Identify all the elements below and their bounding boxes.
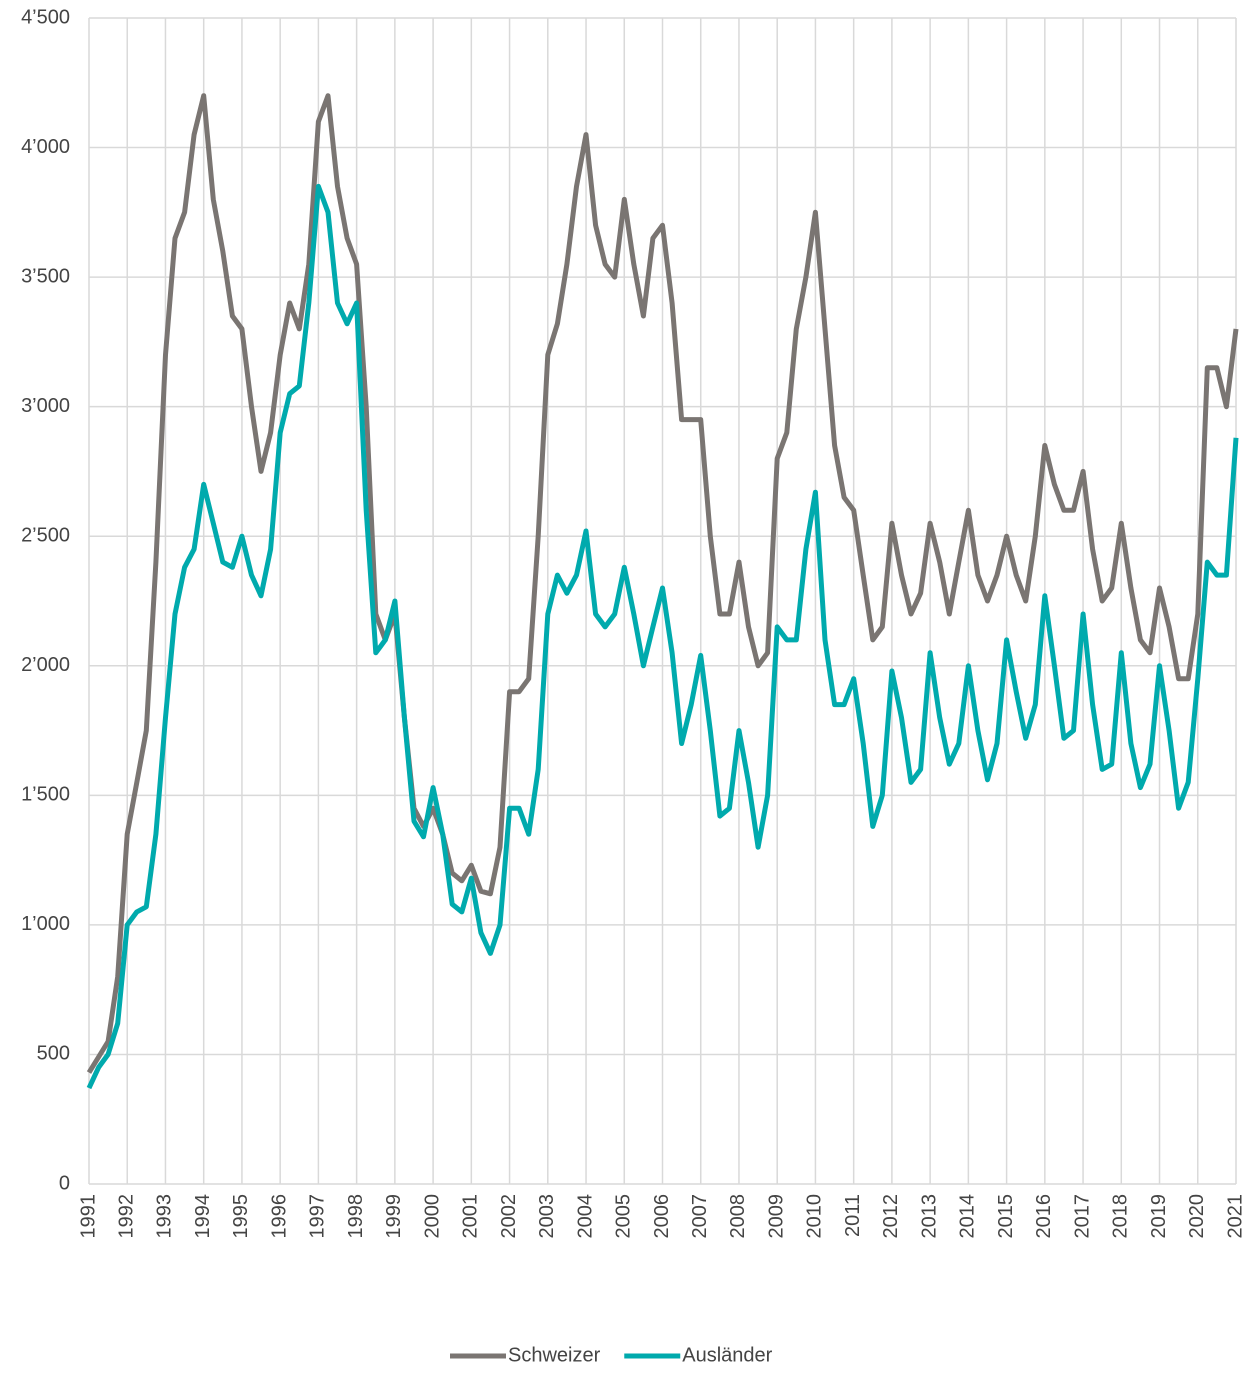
x-tick-label: 2005 [613,1194,635,1239]
x-tick-label: 2018 [1110,1194,1132,1239]
x-tick-label: 2020 [1186,1194,1208,1239]
x-tick-label: 2010 [804,1194,826,1239]
x-tick-label: 1994 [192,1194,214,1239]
x-tick-label: 2014 [957,1194,979,1239]
y-tick-label: 3’000 [21,395,70,417]
x-tick-label: 2007 [689,1194,711,1239]
x-tick-label: 2006 [651,1194,673,1239]
x-tick-label: 2012 [880,1194,902,1239]
y-tick-label: 3’500 [21,265,70,287]
x-tick-label: 2019 [1148,1194,1170,1239]
x-tick-label: 1992 [116,1194,138,1239]
x-tick-label: 1993 [154,1194,176,1239]
x-tick-label: 1996 [268,1194,290,1239]
x-tick-label: 2000 [421,1194,443,1239]
x-tick-label: 2008 [727,1194,749,1239]
y-tick-label: 0 [59,1172,70,1194]
x-tick-label: 1999 [383,1194,405,1239]
y-tick-label: 1’000 [21,913,70,935]
legend-label: Schweizer [508,1344,601,1366]
y-tick-label: 500 [37,1043,70,1065]
x-tick-label: 2015 [995,1194,1017,1239]
y-tick-label: 4’000 [21,136,70,158]
x-tick-label: 2003 [536,1194,558,1239]
y-tick-label: 4’500 [21,6,70,28]
x-tick-label: 2021 [1224,1194,1246,1239]
x-tick-label: 1991 [77,1194,99,1239]
y-tick-label: 1’500 [21,784,70,806]
x-tick-label: 2004 [574,1194,596,1239]
y-tick-label: 2’000 [21,654,70,676]
x-tick-label: 2016 [1033,1194,1055,1239]
x-tick-label: 2011 [842,1194,864,1237]
x-tick-label: 2009 [765,1194,787,1239]
x-tick-label: 2017 [1071,1194,1093,1239]
x-tick-label: 2001 [460,1194,482,1239]
series-line [86,93,1239,1074]
x-tick-label: 2013 [918,1194,940,1239]
legend-label: Ausländer [682,1344,772,1366]
x-tick-label: 1998 [345,1194,367,1239]
series-line [86,183,1239,1090]
x-tick-label: 1997 [307,1194,329,1239]
x-tick-label: 2002 [498,1194,520,1239]
y-tick-label: 2’500 [21,525,70,547]
x-tick-label: 1995 [230,1194,252,1239]
